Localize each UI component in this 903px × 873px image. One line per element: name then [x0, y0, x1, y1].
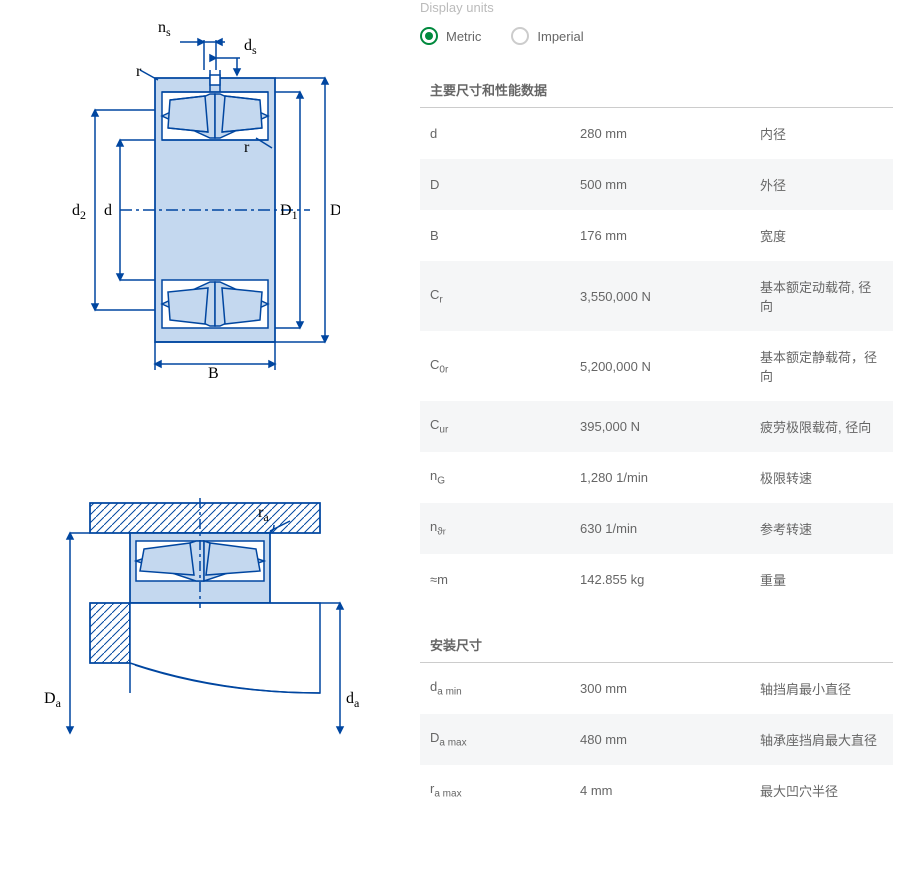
value: 395,000 N [580, 419, 760, 434]
value: 300 mm [580, 681, 760, 696]
section1-title: 主要尺寸和性能数据 [420, 80, 893, 99]
svg-text:da: da [346, 690, 360, 710]
description: 基本额定静载荷，径向 [760, 347, 883, 385]
description: 轴挡肩最小直径 [760, 679, 883, 698]
description: 轴承座挡肩最大直径 [760, 730, 883, 749]
svg-text:d: d [104, 202, 112, 219]
svg-text:d2: d2 [72, 202, 86, 222]
svg-text:ns: ns [158, 20, 171, 39]
data-row: d280 mm内径 [420, 108, 893, 159]
symbol: C0r [430, 357, 580, 376]
svg-text:B: B [208, 365, 219, 380]
value: 630 1/min [580, 521, 760, 536]
symbol: da min [430, 679, 580, 698]
description: 极限转速 [760, 468, 883, 487]
data-row: nG1,280 1/min极限转速 [420, 452, 893, 503]
svg-text:D1: D1 [280, 202, 298, 222]
radio-metric-label: Metric [446, 29, 481, 44]
symbol: B [430, 228, 580, 243]
svg-text:r: r [244, 139, 250, 156]
symbol: d [430, 126, 580, 141]
radio-unchecked-icon [511, 27, 529, 45]
value: 3,550,000 N [580, 289, 760, 304]
radio-imperial[interactable]: Imperial [511, 27, 583, 45]
value: 142.855 kg [580, 572, 760, 587]
mounting-diagram: ra Da da [40, 493, 400, 746]
data-row: Da max480 mm轴承座挡肩最大直径 [420, 714, 893, 765]
data-row: ≈m142.855 kg重量 [420, 554, 893, 605]
symbol: Cur [430, 417, 580, 436]
radio-metric[interactable]: Metric [420, 27, 481, 45]
value: 500 mm [580, 177, 760, 192]
svg-text:Da: Da [44, 690, 62, 710]
value: 176 mm [580, 228, 760, 243]
description: 基本额定动载荷, 径向 [760, 277, 883, 315]
data-row: C0r5,200,000 N基本额定静载荷，径向 [420, 331, 893, 401]
description: 重量 [760, 570, 883, 589]
radio-imperial-label: Imperial [537, 29, 583, 44]
units-radio-group: Metric Imperial [420, 27, 893, 45]
svg-text:r: r [136, 63, 142, 80]
value: 1,280 1/min [580, 470, 760, 485]
value: 4 mm [580, 783, 760, 798]
description: 疲劳极限载荷, 径向 [760, 417, 883, 436]
svg-text:ds: ds [244, 37, 257, 57]
description: 宽度 [760, 226, 883, 245]
data-row: D500 mm外径 [420, 159, 893, 210]
symbol: nϑr [430, 519, 580, 538]
data-row: Cur395,000 N疲劳极限载荷, 径向 [420, 401, 893, 452]
description: 最大凹穴半径 [760, 781, 883, 800]
data-row: nϑr630 1/min参考转速 [420, 503, 893, 554]
description: 内径 [760, 124, 883, 143]
bearing-cross-section-diagram: ns ds r r d2 d D1 D B [40, 20, 400, 383]
data-row: da min300 mm轴挡肩最小直径 [420, 663, 893, 714]
value: 280 mm [580, 126, 760, 141]
symbol: Da max [430, 730, 580, 749]
value: 480 mm [580, 732, 760, 747]
symbol: ≈m [430, 572, 580, 587]
symbol: nG [430, 468, 580, 487]
value: 5,200,000 N [580, 359, 760, 374]
data-row: ra max4 mm最大凹穴半径 [420, 765, 893, 816]
svg-text:D: D [330, 202, 340, 219]
data-row: Cr3,550,000 N基本额定动载荷, 径向 [420, 261, 893, 331]
description: 外径 [760, 175, 883, 194]
display-units-label: Display units [420, 0, 893, 15]
section2-title: 安装尺寸 [420, 635, 893, 654]
radio-checked-icon [420, 27, 438, 45]
data-row: B176 mm宽度 [420, 210, 893, 261]
symbol: ra max [430, 781, 580, 800]
symbol: D [430, 177, 580, 192]
symbol: Cr [430, 287, 580, 306]
description: 参考转速 [760, 519, 883, 538]
